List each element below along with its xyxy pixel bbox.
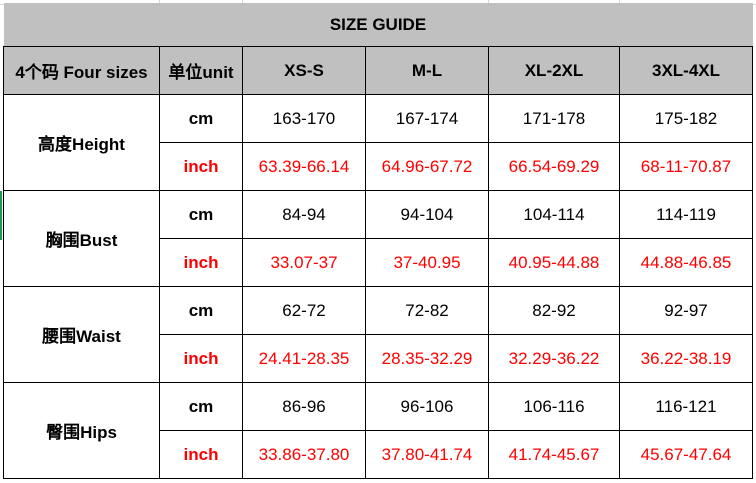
inch-value: 64.96-67.72 <box>365 142 489 191</box>
inch-value: 37.80-41.74 <box>365 430 489 479</box>
header-sizes: 4个码 Four sizes <box>3 46 160 95</box>
cm-value: 163-170 <box>242 94 366 143</box>
inch-value: 36.22-38.19 <box>619 334 753 383</box>
header-3xl-4xl: 3XL-4XL <box>619 46 753 95</box>
cm-value: 82-92 <box>488 286 620 335</box>
unit-inch: inch <box>159 142 243 191</box>
header-unit: 单位unit <box>159 46 243 95</box>
header-m-l: M-L <box>365 46 489 95</box>
inch-value: 63.39-66.14 <box>242 142 366 191</box>
inch-value: 40.95-44.88 <box>488 238 620 287</box>
table-row-cm: 胸围Bust cm 84-94 94-104 104-114 114-119 <box>3 190 753 287</box>
table-title: SIZE GUIDE <box>3 3 753 47</box>
size-guide-table: SIZE GUIDE 4个码 Four sizes 单位unit XS-S M-… <box>3 3 753 479</box>
cm-value: 72-82 <box>365 286 489 335</box>
cm-value: 84-94 <box>242 190 366 239</box>
header-xl-2xl: XL-2XL <box>488 46 620 95</box>
cm-value: 92-97 <box>619 286 753 335</box>
header-xs-s: XS-S <box>242 46 366 95</box>
spreadsheet-gridline <box>242 0 243 4</box>
inch-value: 33.86-37.80 <box>242 430 366 479</box>
unit-cm: cm <box>159 190 243 239</box>
inch-value: 33.07-37 <box>242 238 366 287</box>
header-row: 4个码 Four sizes 单位unit XS-S M-L XL-2XL 3X… <box>3 46 753 95</box>
unit-inch: inch <box>159 430 243 479</box>
spreadsheet-gridline <box>159 0 160 4</box>
inch-value: 66.54-69.29 <box>488 142 620 191</box>
cm-value: 106-116 <box>488 382 620 431</box>
inch-value: 44.88-46.85 <box>619 238 753 287</box>
spreadsheet-gridline <box>619 0 620 4</box>
inch-value: 32.29-36.22 <box>488 334 620 383</box>
cm-value: 104-114 <box>488 190 620 239</box>
measurement-label: 腰围Waist <box>3 286 160 383</box>
cm-value: 175-182 <box>619 94 753 143</box>
spreadsheet-gridline <box>488 0 489 4</box>
row-selection-marker <box>0 191 2 240</box>
cm-value: 96-106 <box>365 382 489 431</box>
table-row-inch: inch 63.39-66.14 64.96-67.72 66.54-69.29 68-… <box>4 142 753 191</box>
measurement-label: 胸围Bust <box>3 190 160 287</box>
measurement-label: 臀围Hips <box>3 382 160 479</box>
table-row-cm: 腰围Waist cm 62-72 72-82 82-92 92-97 <box>3 286 753 383</box>
cm-value: 114-119 <box>619 190 753 239</box>
table-row-inch: inch 33.86-37.80 37.80-41.74 41.74-45.67 45.… <box>4 430 753 479</box>
measurement-label: 高度Height <box>3 94 160 191</box>
cm-value: 171-178 <box>488 94 620 143</box>
unit-inch: inch <box>159 334 243 383</box>
unit-cm: cm <box>159 94 243 143</box>
inch-value: 28.35-32.29 <box>365 334 489 383</box>
table-row-cm: 高度Height cm 163-170 167-174 171-178 175-182 <box>3 94 753 191</box>
cm-value: 116-121 <box>619 382 753 431</box>
inch-value: 68-11-70.87 <box>619 142 753 191</box>
inch-value: 45.67-47.64 <box>619 430 753 479</box>
cm-value: 167-174 <box>365 94 489 143</box>
cm-value: 62-72 <box>242 286 366 335</box>
unit-cm: cm <box>159 286 243 335</box>
inch-value: 37-40.95 <box>365 238 489 287</box>
unit-cm: cm <box>159 382 243 431</box>
unit-inch: inch <box>159 238 243 287</box>
inch-value: 41.74-45.67 <box>488 430 620 479</box>
cm-value: 86-96 <box>242 382 366 431</box>
inch-value: 24.41-28.35 <box>242 334 366 383</box>
cm-value: 94-104 <box>365 190 489 239</box>
table-row-cm: 臀围Hips cm 86-96 96-106 106-116 116-121 <box>3 382 753 479</box>
